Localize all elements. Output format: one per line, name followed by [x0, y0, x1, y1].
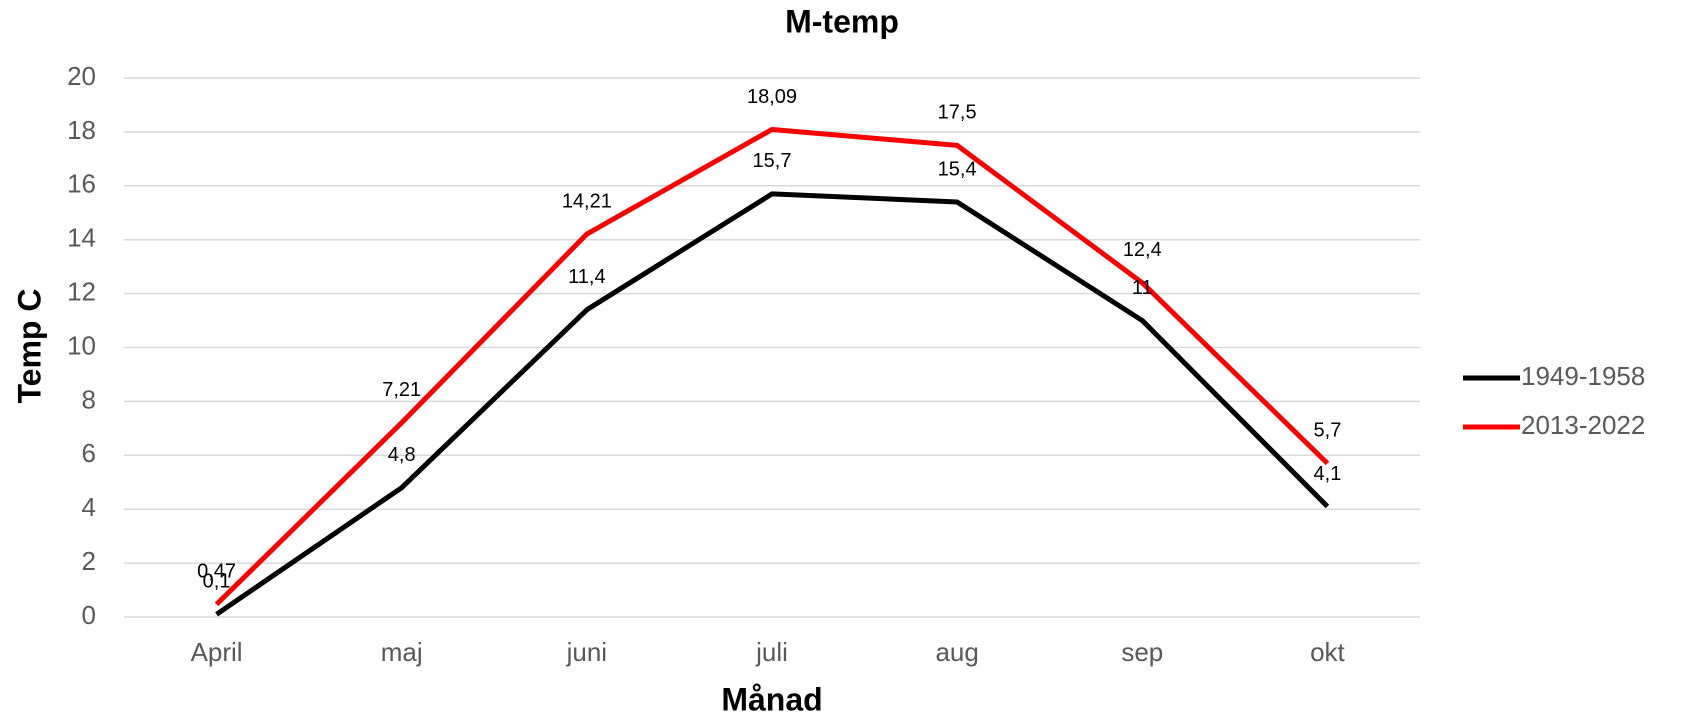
y-tick-label: 2	[82, 546, 96, 576]
data-label: 5,7	[1314, 420, 1342, 442]
y-tick-label: 12	[67, 276, 96, 306]
y-tick-label: 6	[82, 438, 96, 468]
data-label: 15,4	[938, 158, 977, 180]
data-label: 4,8	[388, 444, 416, 466]
y-tick-label: 20	[67, 61, 96, 91]
x-axis-title: Månad	[721, 681, 822, 715]
x-tick-label: sep	[1121, 637, 1163, 667]
data-label: 11	[1132, 277, 1153, 299]
data-label: 0,47	[197, 561, 236, 583]
legend-label: 1949-1958	[1521, 361, 1645, 391]
data-label: 4,1	[1314, 463, 1342, 485]
y-tick-label: 8	[82, 384, 96, 414]
chart-title: M-temp	[785, 3, 899, 39]
legend-label: 2013-2022	[1521, 410, 1645, 440]
y-tick-label: 10	[67, 330, 96, 360]
y-tick-label: 0	[82, 600, 96, 630]
data-label: 11,4	[568, 266, 605, 288]
y-axis-title: Temp C	[11, 289, 47, 404]
x-tick-label: okt	[1310, 637, 1345, 667]
data-label: 0,1	[203, 571, 231, 593]
x-tick-label: maj	[381, 637, 423, 667]
line	[215, 191, 1330, 617]
data-label: 15,7	[753, 150, 792, 172]
y-tick-label: 14	[67, 223, 96, 253]
line	[214, 126, 1330, 607]
x-tick-label: April	[191, 637, 243, 667]
y-tick-label: 18	[67, 115, 96, 145]
data-label: 7,21	[382, 379, 421, 401]
x-tick-label: juni	[566, 637, 607, 667]
y-tick-label: 16	[67, 169, 96, 199]
data-label: 14,21	[562, 190, 612, 212]
data-label: 17,5	[938, 102, 977, 124]
data-label: 12,4	[1123, 239, 1162, 261]
x-tick-label: juli	[755, 637, 788, 667]
data-label: 18,09	[747, 86, 797, 108]
y-tick-label: 4	[82, 492, 96, 522]
x-tick-label: aug	[935, 637, 978, 667]
